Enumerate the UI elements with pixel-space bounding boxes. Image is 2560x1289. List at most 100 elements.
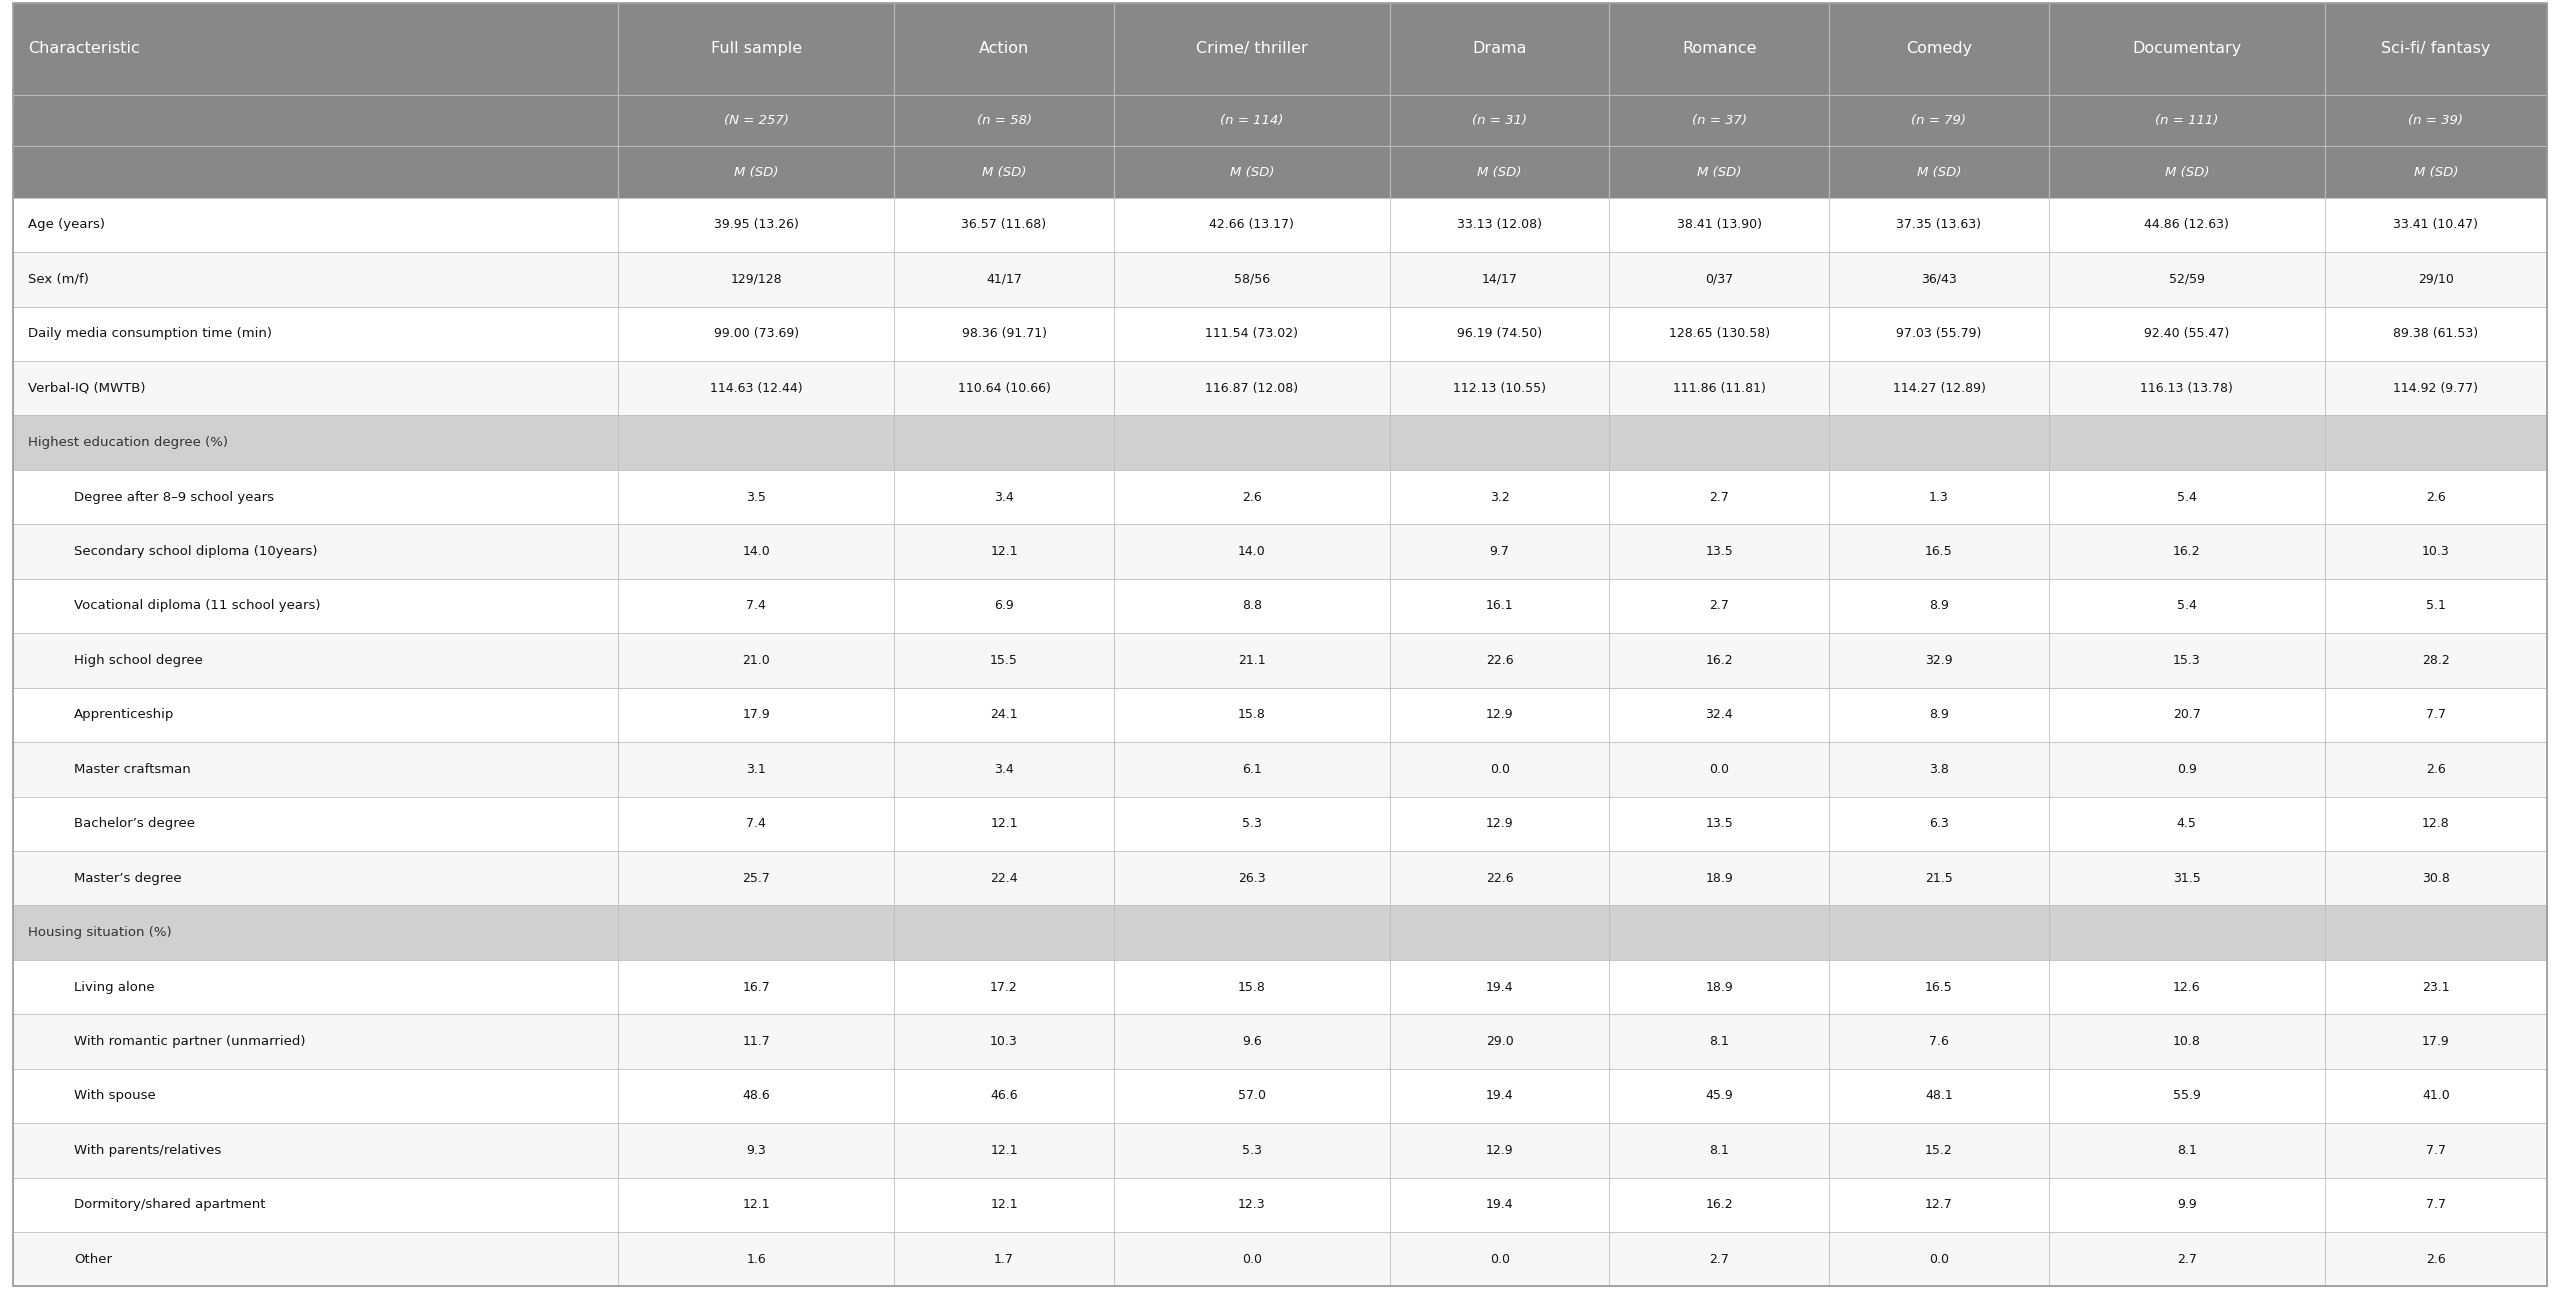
Bar: [1610, 361, 1828, 415]
Text: 12.7: 12.7: [1925, 1199, 1953, 1212]
Bar: [2048, 95, 2324, 147]
Bar: [2324, 742, 2547, 797]
Bar: [2324, 361, 2547, 415]
Text: 16.2: 16.2: [2173, 545, 2202, 558]
Text: 21.5: 21.5: [1925, 871, 1953, 884]
Text: 24.1: 24.1: [991, 709, 1019, 722]
Bar: [1114, 147, 1390, 197]
Bar: [1610, 797, 1828, 851]
Text: 8.1: 8.1: [2176, 1143, 2196, 1156]
Text: Master’s degree: Master’s degree: [74, 871, 182, 884]
Text: 2.7: 2.7: [1710, 599, 1728, 612]
Text: 19.4: 19.4: [1485, 1089, 1513, 1102]
Text: 57.0: 57.0: [1239, 1089, 1265, 1102]
Text: 12.1: 12.1: [742, 1199, 771, 1212]
Bar: [620, 851, 893, 905]
Text: 44.86 (12.63): 44.86 (12.63): [2145, 218, 2230, 232]
Text: 7.4: 7.4: [748, 599, 765, 612]
Bar: [1114, 742, 1390, 797]
Bar: [1114, 1014, 1390, 1069]
Text: 16.2: 16.2: [1705, 654, 1733, 666]
Bar: [2048, 1069, 2324, 1123]
Text: 114.27 (12.89): 114.27 (12.89): [1892, 382, 1987, 394]
Text: 2.6: 2.6: [2427, 1253, 2445, 1266]
Text: 129/128: 129/128: [730, 273, 781, 286]
Text: 10.3: 10.3: [991, 1035, 1019, 1048]
Bar: [1828, 1123, 2048, 1178]
Text: With romantic partner (unmarried): With romantic partner (unmarried): [74, 1035, 305, 1048]
Text: 15.8: 15.8: [1239, 709, 1265, 722]
Bar: [2048, 687, 2324, 742]
Text: 8.8: 8.8: [1242, 599, 1262, 612]
Text: 48.1: 48.1: [1925, 1089, 1953, 1102]
Bar: [1390, 797, 1610, 851]
Bar: [893, 687, 1114, 742]
Bar: [2048, 1232, 2324, 1286]
Bar: [2324, 1069, 2547, 1123]
Bar: [2324, 525, 2547, 579]
Bar: [2048, 415, 2324, 470]
Bar: [1114, 95, 1390, 147]
Text: With parents/relatives: With parents/relatives: [74, 1143, 223, 1156]
Text: 6.3: 6.3: [1930, 817, 1948, 830]
Bar: [1114, 687, 1390, 742]
Text: 5.3: 5.3: [1242, 1143, 1262, 1156]
Text: 32.9: 32.9: [1925, 654, 1953, 666]
Text: 8.1: 8.1: [1710, 1035, 1728, 1048]
Text: M (SD): M (SD): [735, 165, 778, 179]
Text: 3.4: 3.4: [993, 763, 1014, 776]
Bar: [13, 415, 617, 470]
Text: 15.3: 15.3: [2173, 654, 2202, 666]
Text: 114.92 (9.77): 114.92 (9.77): [2394, 382, 2478, 394]
Text: 41.0: 41.0: [2422, 1089, 2450, 1102]
Bar: [1610, 633, 1828, 687]
Bar: [1114, 797, 1390, 851]
Bar: [1828, 95, 2048, 147]
Bar: [1390, 687, 1610, 742]
Text: 14.0: 14.0: [1239, 545, 1265, 558]
Text: 12.1: 12.1: [991, 817, 1019, 830]
Bar: [1828, 851, 2048, 905]
Bar: [1390, 742, 1610, 797]
Bar: [893, 797, 1114, 851]
Bar: [1828, 361, 2048, 415]
Text: 42.66 (13.17): 42.66 (13.17): [1208, 218, 1295, 232]
Bar: [1114, 3, 1390, 95]
Text: 3.4: 3.4: [993, 491, 1014, 504]
Bar: [2324, 1014, 2547, 1069]
Text: Action: Action: [978, 41, 1029, 57]
Text: 16.7: 16.7: [742, 981, 771, 994]
Bar: [1114, 905, 1390, 960]
Bar: [620, 3, 893, 95]
Text: (n = 37): (n = 37): [1692, 115, 1746, 128]
Text: Drama: Drama: [1472, 41, 1526, 57]
Text: 52/59: 52/59: [2168, 273, 2204, 286]
Text: 25.7: 25.7: [742, 871, 771, 884]
Bar: [13, 525, 617, 579]
Text: 89.38 (61.53): 89.38 (61.53): [2394, 327, 2478, 340]
Bar: [13, 1123, 617, 1178]
Bar: [2048, 470, 2324, 525]
Text: 0.9: 0.9: [2176, 763, 2196, 776]
Bar: [620, 1014, 893, 1069]
Text: 0.0: 0.0: [1928, 1253, 1948, 1266]
Text: 6.9: 6.9: [993, 599, 1014, 612]
Text: 23.1: 23.1: [2422, 981, 2450, 994]
Text: 112.13 (10.55): 112.13 (10.55): [1454, 382, 1546, 394]
Bar: [1114, 525, 1390, 579]
Text: 2.6: 2.6: [1242, 491, 1262, 504]
Bar: [1610, 95, 1828, 147]
Bar: [2048, 197, 2324, 253]
Bar: [1390, 905, 1610, 960]
Text: 33.13 (12.08): 33.13 (12.08): [1457, 218, 1541, 232]
Text: 5.4: 5.4: [2176, 491, 2196, 504]
Bar: [1610, 851, 1828, 905]
Text: 18.9: 18.9: [1705, 871, 1733, 884]
Bar: [1390, 415, 1610, 470]
Bar: [620, 95, 893, 147]
Bar: [620, 742, 893, 797]
Bar: [2048, 1014, 2324, 1069]
Bar: [1390, 95, 1610, 147]
Bar: [1114, 1123, 1390, 1178]
Text: 21.0: 21.0: [742, 654, 771, 666]
